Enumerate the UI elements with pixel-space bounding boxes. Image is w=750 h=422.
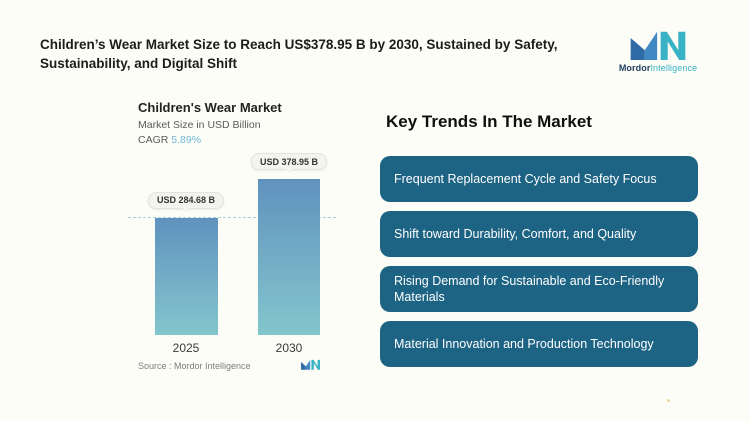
trend-card-label: Rising Demand for Sustainable and Eco-Fr… <box>394 273 665 304</box>
reference-dashed-line <box>128 216 336 218</box>
x-axis-label-2030: 2030 <box>275 341 303 355</box>
value-label-2025: USD 284.68 B <box>147 191 225 209</box>
brand-name-light: Intelligence <box>650 63 698 73</box>
source-logo-icon <box>301 357 320 375</box>
trend-card-label: Shift toward Durability, Comfort, and Qu… <box>394 226 637 241</box>
trends-heading: Key Trends In The Market <box>386 112 592 131</box>
mordor-intelligence-logo-icon <box>630 30 686 60</box>
x-axis-label-2025: 2025 <box>172 341 200 355</box>
cagr-label: CAGR <box>138 134 169 146</box>
brand-name-bold: Mordor <box>618 63 651 73</box>
chart-header: Children's Wear Market Market Size in US… <box>138 100 282 146</box>
brand-logo: MordorIntelligence <box>608 30 708 73</box>
trend-card: Frequent Replacement Cycle and Safety Fo… <box>380 156 698 202</box>
source-label: Source : Mordor Intelligence <box>138 361 251 371</box>
brand-name: MordorIntelligence <box>619 63 697 73</box>
page-title: Children’s Wear Market Size to Reach US$… <box>40 37 558 71</box>
bar-2025 <box>155 217 218 335</box>
trend-card-label: Material Innovation and Production Techn… <box>394 336 654 351</box>
cagr-line: CAGR 5.89% <box>138 134 282 146</box>
decorative-speck <box>667 399 670 402</box>
source-row: Source : Mordor Intelligence <box>138 357 320 375</box>
chart-title: Children's Wear Market <box>138 100 282 115</box>
bar-chart: USD 284.68 B USD 378.95 B 2025 2030 <box>128 150 345 355</box>
trend-card: Rising Demand for Sustainable and Eco-Fr… <box>380 266 698 312</box>
chart-subtitle: Market Size in USD Billion <box>138 119 261 131</box>
cagr-value: 5.89% <box>171 134 202 146</box>
trend-card-label: Frequent Replacement Cycle and Safety Fo… <box>394 171 657 186</box>
bar-2030 <box>258 179 320 335</box>
value-label-2030: USD 378.95 B <box>250 153 328 170</box>
trend-card: Shift toward Durability, Comfort, and Qu… <box>380 211 698 257</box>
trends-list: Frequent Replacement Cycle and Safety Fo… <box>380 156 698 367</box>
trend-card: Material Innovation and Production Techn… <box>380 321 698 367</box>
